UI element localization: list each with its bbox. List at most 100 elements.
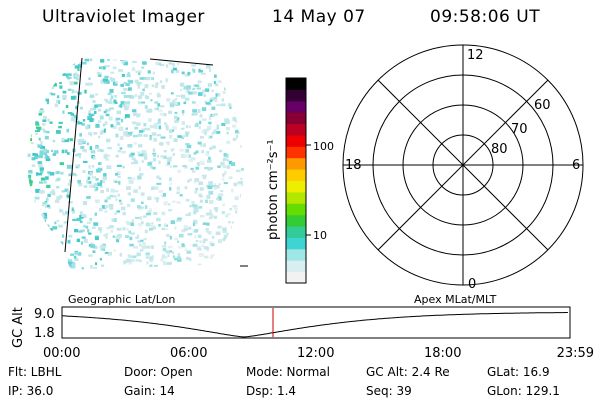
uv-pixel [149,124,155,129]
uv-pixel [53,248,57,251]
uv-pixel [245,163,248,167]
uv-pixel [58,125,62,129]
uv-pixel [86,221,92,224]
uv-pixel [88,77,91,80]
uv-pixel [135,236,140,239]
uv-pixel [43,152,47,155]
uv-pixel [114,180,118,183]
uv-pixel [87,181,92,184]
uv-pixel [237,109,242,113]
footer-gc-alt: GC Alt: 2.4 Re [366,365,450,379]
uv-pixel [239,65,243,68]
uv-pixel [52,251,57,255]
polar-axis-diag-2 [377,79,549,251]
uv-pixel [232,82,235,87]
uv-pixel [37,127,42,131]
uv-pixel [153,153,156,157]
uv-pixel [81,267,84,270]
uv-pixel [224,87,227,91]
uv-pixel [113,190,119,193]
uv-pixel [140,92,145,96]
uv-pixel [238,250,244,254]
uv-pixel [95,123,100,128]
uv-pixel [223,182,228,185]
uv-pixel [95,186,99,191]
uv-pixel [27,153,31,157]
uv-pixel [209,260,213,263]
uv-pixel [194,178,200,182]
uv-pixel [90,242,94,245]
uv-pixel [99,115,104,120]
uv-pixel [163,112,167,117]
uv-pixel [46,197,49,202]
uv-pixel [188,158,193,162]
uv-pixel [72,262,76,266]
uv-pixel [226,257,230,261]
uv-pixel [135,259,140,262]
image-edge-line [64,57,83,253]
uv-pixel [33,247,37,252]
polar-grid [342,44,584,286]
footer-ip: IP: 36.0 [8,384,54,398]
uv-pixel [157,154,160,158]
uv-pixel [116,210,121,213]
uv-pixel [172,267,177,270]
uv-pixel [239,237,243,241]
uv-pixel [161,211,166,216]
uv-pixel [84,58,90,62]
uv-pixel [215,131,221,134]
uv-pixel [206,272,209,276]
uv-pixel [156,107,159,111]
uv-pixel [243,115,245,119]
uv-pixel [46,149,49,154]
uv-pixel [128,262,133,265]
uv-pixel [206,195,211,199]
uv-pixel [114,218,117,222]
uv-pixel [120,58,124,61]
uv-pixel [62,90,67,94]
uv-pixel [81,123,85,126]
uv-pixel [201,129,206,133]
uv-pixel [137,70,142,73]
uv-pixel [234,224,238,227]
uv-pixel [216,266,222,270]
uv-pixel [29,115,32,119]
uv-pixel [195,166,200,170]
uv-pixel [144,84,149,89]
uv-pixel [228,176,233,180]
uv-pixel [107,146,112,150]
uv-pixel [40,81,44,84]
uv-pixel [87,176,91,180]
uv-pixel [116,272,120,274]
timeline-x-tick-label: 06:00 [170,346,207,361]
uv-pixel [151,84,155,88]
uv-pixel [107,92,112,96]
uv-pixel [241,271,245,274]
uv-pixel [117,175,121,178]
uv-pixel [119,136,124,140]
uv-pixel [78,183,83,187]
uv-pixel [138,101,141,105]
uv-pixel [118,171,121,174]
uv-pixel [103,79,108,84]
uv-pixel [225,127,230,131]
uv-pixel [62,94,67,98]
uv-pixel [174,120,179,123]
uv-pixel [136,252,141,257]
uv-pixel [130,198,135,203]
uv-pixel [222,90,226,94]
uv-pixel [149,135,152,138]
uv-pixel [38,262,42,265]
uv-pixel [120,83,125,87]
uv-pixel [75,251,79,255]
uv-pixel [201,150,205,154]
uv-pixel [201,107,207,111]
uv-pixel [229,76,234,81]
uv-pixel [227,141,231,144]
uv-pixel [123,95,128,98]
uv-pixel [215,274,219,277]
uv-pixel [42,190,45,194]
uv-pixel [109,89,114,93]
uv-pixel [240,177,243,180]
uv-pixel [156,182,162,185]
